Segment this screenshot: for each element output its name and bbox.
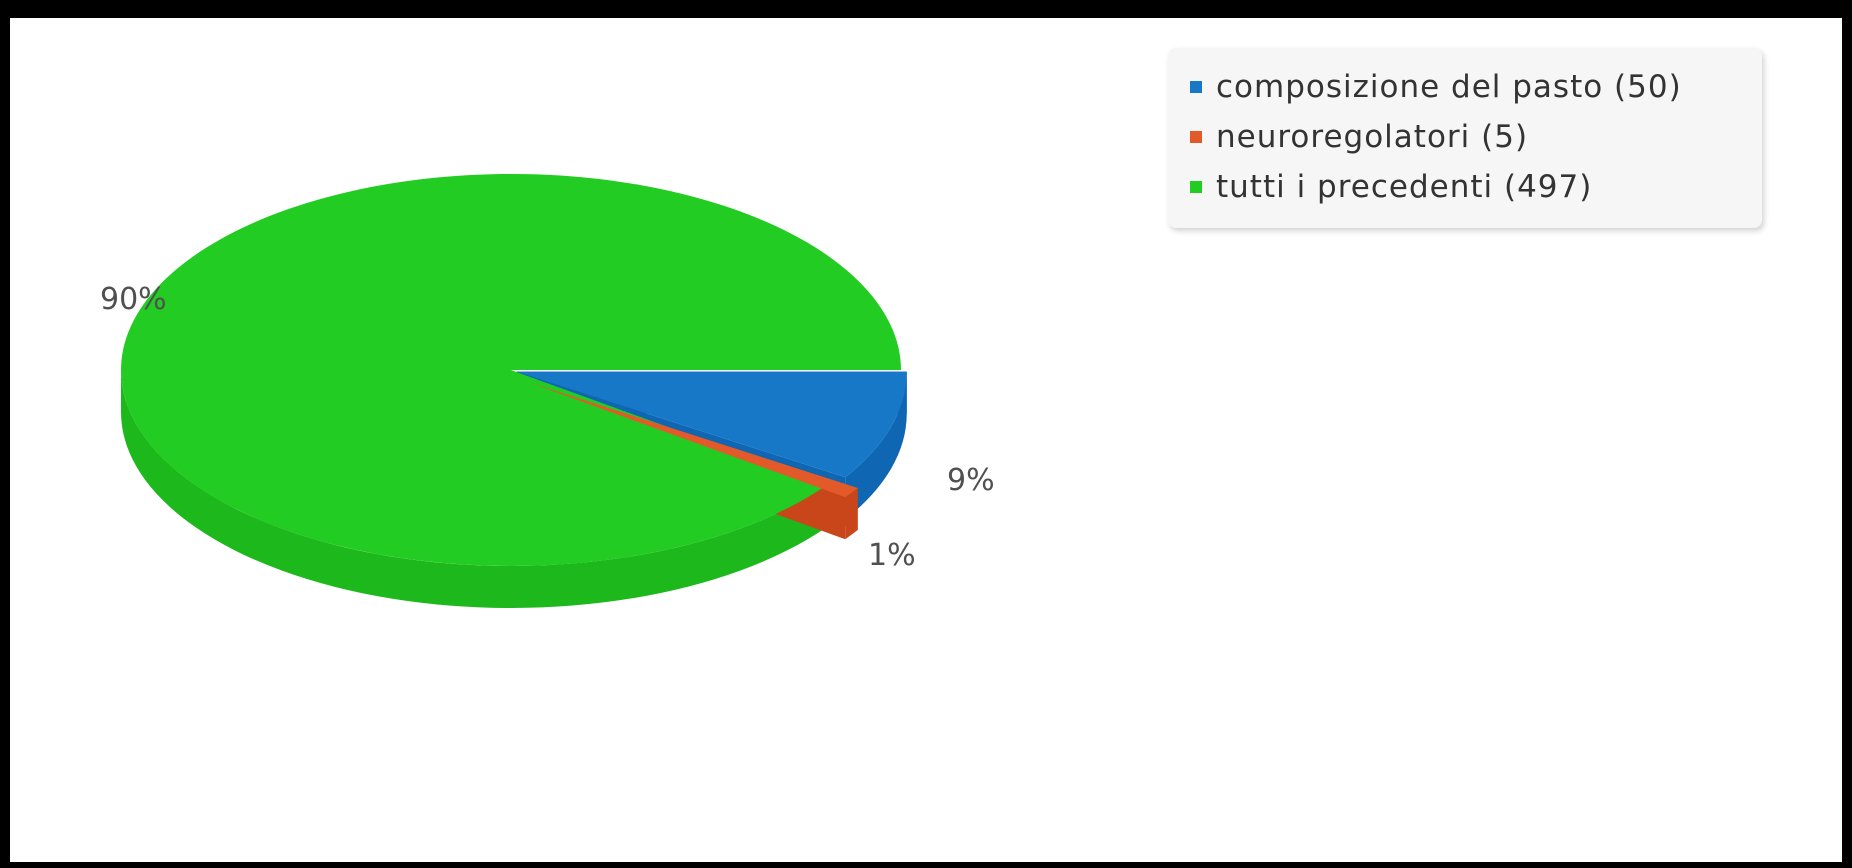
legend-swatch-icon [1190, 81, 1202, 93]
pie-label-tutti-i-precedenti: 90% [100, 282, 167, 317]
legend-item-composizione[interactable]: composizione del pasto (50) [1190, 62, 1762, 112]
legend-label: neuroregolatori (5) [1216, 119, 1529, 155]
legend-swatch-icon [1190, 131, 1202, 143]
pie-slice-side-tutti-i-precedenti [121, 370, 828, 608]
pie-label-composizione: 9% [947, 463, 995, 498]
chart-panel: 9% 1% 90% composizione del pasto (50) neur… [10, 18, 1842, 862]
pie-chart: 9% 1% 90% [100, 173, 995, 608]
pie-slice-neuroregolatori[interactable] [529, 382, 858, 498]
legend-label: tutti i precedenti (497) [1216, 169, 1593, 205]
pie-slice-composizione[interactable] [516, 371, 907, 478]
legend-swatch-icon [1190, 181, 1202, 193]
legend-label: composizione del pasto (50) [1216, 69, 1682, 105]
legend-item-neuroregolatori[interactable]: neuroregolatori (5) [1190, 112, 1762, 162]
pie-label-neuroregolatori: 1% [868, 538, 916, 573]
legend-item-tutti-i-precedenti[interactable]: tutti i precedenti (497) [1190, 162, 1762, 212]
pie-slice-tutti-i-precedenti[interactable] [121, 173, 901, 566]
pie-slice-side-composizione [845, 371, 907, 520]
chart-legend: composizione del pasto (50) neuroregolat… [1168, 48, 1762, 228]
